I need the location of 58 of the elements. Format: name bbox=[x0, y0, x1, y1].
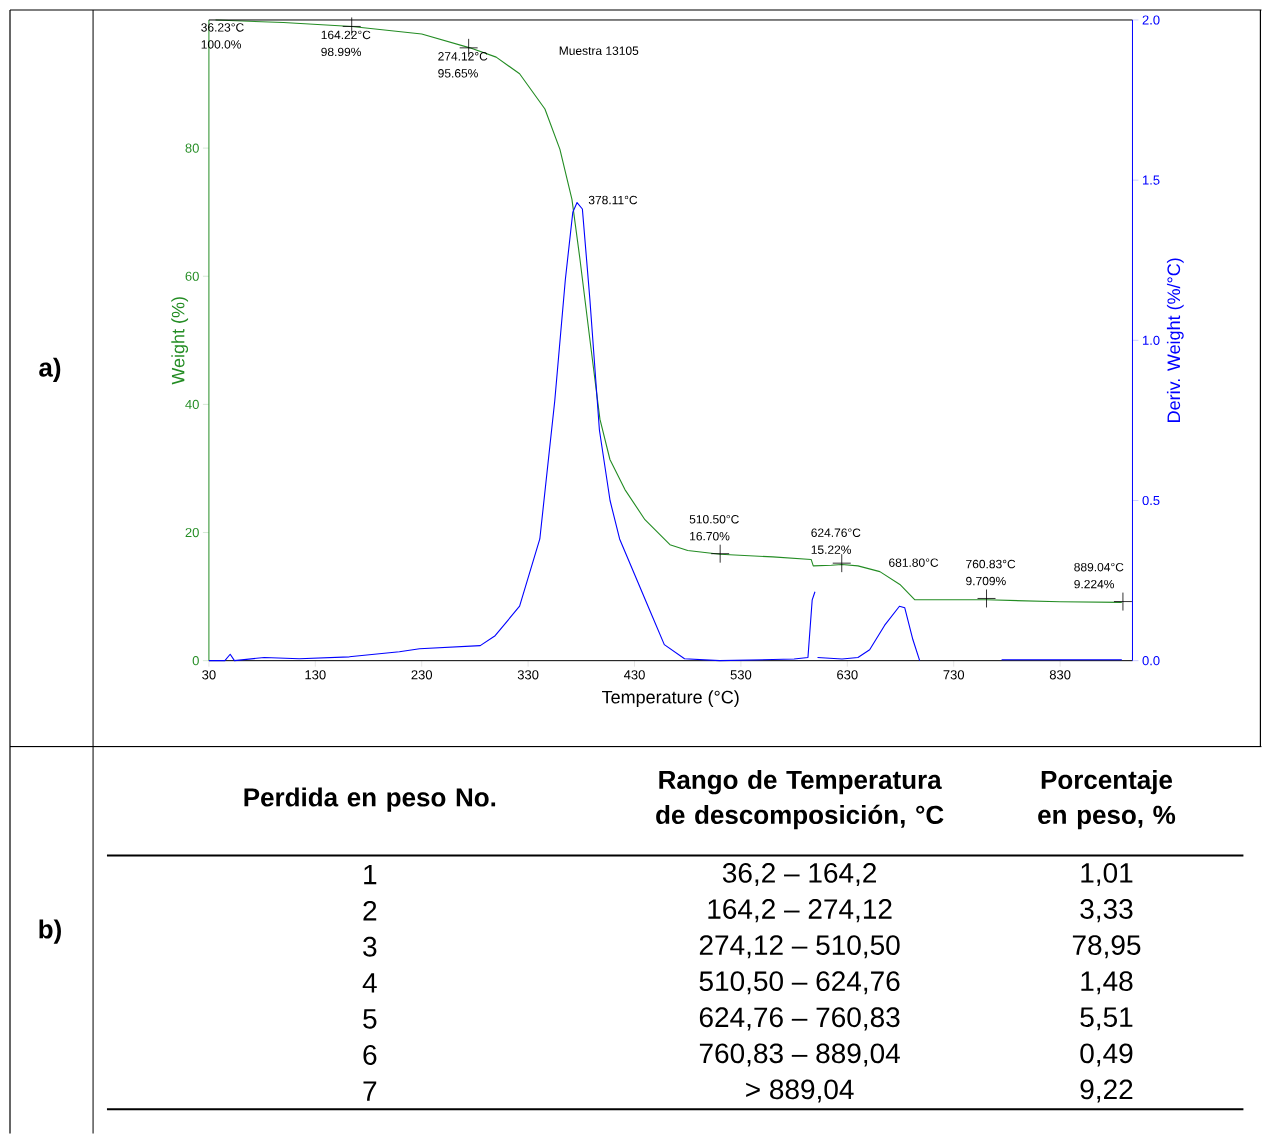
y-axis-title: Weight (%) bbox=[171, 297, 189, 385]
y-tick-label: 0 bbox=[192, 656, 199, 666]
text: 760,83 – 889,04 bbox=[699, 1043, 900, 1067]
x-tick-label: 30 bbox=[202, 670, 216, 680]
x-axis-title: Temperature (°C) bbox=[602, 690, 739, 708]
annotation: 760.83°C 9.709% bbox=[966, 559, 1016, 586]
text: 1 bbox=[364, 864, 377, 885]
y-tick-label: 40 bbox=[185, 399, 199, 409]
x-tick-label: 330 bbox=[517, 670, 539, 680]
text: Perdida en peso No. bbox=[244, 787, 496, 812]
text: b) bbox=[39, 919, 61, 944]
text: 3,33 bbox=[1080, 899, 1133, 923]
annotation: 624.76°C 15.22% bbox=[811, 528, 861, 554]
y2-tick-label: 2.0 bbox=[1142, 15, 1160, 25]
text: > 889,04 bbox=[746, 1079, 854, 1103]
annotation: 681.80°C bbox=[889, 558, 939, 567]
x-tick-label: 830 bbox=[1049, 670, 1071, 680]
text: 78,95 bbox=[1072, 935, 1141, 959]
text: 1,01 bbox=[1081, 863, 1133, 887]
annotation: 164.22°C 98.99% bbox=[321, 30, 371, 57]
annotation: 378.11°C bbox=[588, 195, 638, 205]
y2-tick-label: 1.5 bbox=[1142, 175, 1160, 185]
text: 1,48 bbox=[1081, 971, 1133, 995]
annotation: 889.04°C 9.224% bbox=[1074, 562, 1124, 589]
x-tick-label: 730 bbox=[943, 670, 965, 680]
text: 6 bbox=[363, 1045, 377, 1065]
text: 5 bbox=[363, 1009, 377, 1029]
x-tick-label: 430 bbox=[623, 670, 645, 680]
y-tick-label: 80 bbox=[185, 143, 199, 153]
text: 624,76 – 760,83 bbox=[699, 1007, 900, 1031]
y2-tick-label: 1.0 bbox=[1142, 335, 1160, 345]
x-tick-label: 130 bbox=[305, 670, 326, 680]
text: 5,51 bbox=[1080, 1007, 1133, 1031]
text: 36,2 – 164,2 bbox=[722, 863, 876, 887]
text: 3 bbox=[363, 936, 377, 957]
text: 9,22 bbox=[1080, 1079, 1133, 1103]
text: 510,50 – 624,76 bbox=[699, 971, 900, 995]
text: 4 bbox=[362, 973, 377, 993]
annotation: 274.12°C 95.65% bbox=[438, 52, 488, 78]
annotation: 510.50°C 16.70% bbox=[689, 514, 739, 541]
y2-tick-label: 0.5 bbox=[1142, 495, 1160, 506]
y-tick-label: 20 bbox=[185, 527, 199, 538]
text: 274,12 – 510,50 bbox=[699, 935, 900, 959]
y-tick-label: 60 bbox=[185, 271, 199, 281]
text: Rango de Temperatura de descomposición, °C bbox=[656, 769, 944, 830]
annotation: Muestra 13105 bbox=[559, 46, 639, 55]
y2-axis-title: Deriv. Weight (%/°C) bbox=[1166, 258, 1184, 422]
annotation: 36.23°C 100.0% bbox=[201, 23, 244, 49]
text: 0,49 bbox=[1080, 1043, 1133, 1067]
text: 164,2 – 274,12 bbox=[708, 899, 892, 923]
text: 7 bbox=[363, 1081, 377, 1101]
text: a) bbox=[39, 357, 61, 382]
x-tick-label: 530 bbox=[730, 670, 752, 680]
y2-tick-label: 0.0 bbox=[1142, 656, 1160, 666]
text: Porcentaje en peso, % bbox=[1038, 769, 1176, 830]
x-tick-label: 630 bbox=[837, 670, 858, 680]
x-tick-label: 230 bbox=[411, 670, 433, 680]
text: 2 bbox=[363, 900, 377, 921]
